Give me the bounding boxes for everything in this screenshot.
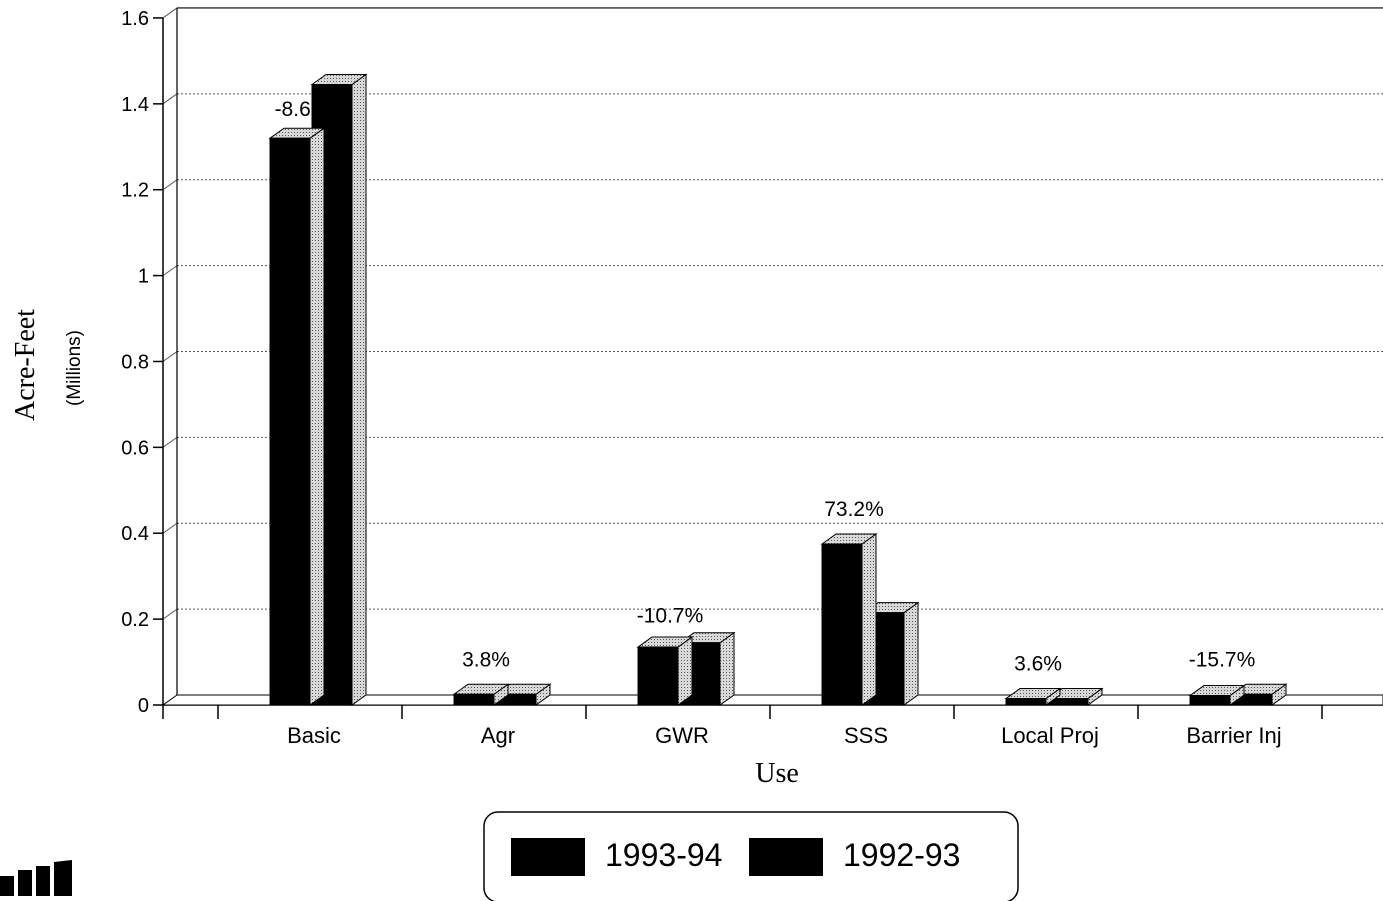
- bar-1992-93: [494, 683, 552, 706]
- bar-front: [821, 543, 863, 706]
- gridline-depth: [162, 265, 178, 277]
- y-tick-label: 0.8: [121, 351, 149, 373]
- bar-front: [1005, 698, 1047, 706]
- gridline-depth: [162, 522, 178, 534]
- pct-change-label: 3.6%: [1014, 653, 1062, 676]
- gridline-depth: [162, 7, 178, 19]
- y-tick-label: 1.4: [121, 94, 149, 116]
- category-label: Agr: [481, 723, 515, 748]
- bar-front: [453, 693, 495, 706]
- y-axis-title: Acre-Feet: [10, 309, 41, 421]
- bar-1992-93: [1046, 687, 1104, 706]
- bar-side: [351, 73, 367, 706]
- category-label: Basic: [287, 723, 341, 748]
- legend-label-1992-93: 1992-93: [843, 837, 960, 873]
- bar-side: [861, 533, 877, 706]
- bar-front: [1189, 695, 1231, 706]
- gridline-depth: [162, 436, 178, 448]
- pct-change-label: 3.8%: [462, 648, 510, 671]
- bar-1993-94: [452, 683, 510, 706]
- legend-swatch-1993-94: [511, 838, 585, 876]
- y-tick-label: 1.6: [121, 8, 149, 30]
- bars: [268, 73, 1288, 706]
- y-tick-label: 1: [138, 266, 149, 288]
- category-label: SSS: [844, 723, 888, 748]
- legend: 1993-94 1992-93: [483, 811, 1019, 901]
- category-label: Barrier Inj: [1186, 723, 1281, 748]
- pct-change-label: -8.6%: [275, 98, 330, 121]
- pct-change-label: 73.2%: [824, 498, 884, 521]
- gridline-depth: [162, 351, 178, 362]
- gridline-depth: [162, 608, 178, 620]
- pct-change-label: -10.7%: [637, 605, 704, 628]
- labels: 0 0.2 0.4 0.6 0.8 1 1.2 1.4 1.6 Basic -8.6% Agr 3.8%…: [121, 8, 1281, 748]
- bar-side: [677, 636, 693, 706]
- logo-icon: [0, 860, 72, 896]
- x-axis-title: Use: [755, 758, 799, 789]
- bar-1993-94: [1004, 687, 1062, 706]
- y-tick-label: 1.2: [121, 180, 149, 202]
- pct-change-label: -15.7%: [1189, 648, 1256, 671]
- y-axis-subtitle: (Millions): [64, 330, 85, 406]
- bar-side: [903, 601, 919, 706]
- y-tick-label: 0.2: [121, 609, 149, 631]
- bar-1993-94: [1188, 684, 1246, 706]
- bar-front: [269, 137, 311, 706]
- gridline-depth: [162, 179, 178, 191]
- bar-side: [309, 127, 325, 706]
- gridline-depth: [162, 93, 178, 105]
- legend-swatch-1992-93: [749, 838, 823, 876]
- y-tick-label: 0.6: [121, 437, 149, 459]
- y-tick-label: 0.4: [121, 523, 149, 545]
- category-label: Local Proj: [1001, 723, 1099, 748]
- y-tick-label: 0: [138, 695, 149, 717]
- bar-1993-94: [268, 127, 326, 706]
- bar-front: [637, 646, 679, 706]
- bar-1993-94: [636, 636, 694, 706]
- bar-side: [719, 631, 735, 706]
- legend-label-1993-94: 1993-94: [605, 837, 722, 873]
- bar-1993-94: [820, 533, 878, 706]
- category-label: GWR: [655, 723, 709, 748]
